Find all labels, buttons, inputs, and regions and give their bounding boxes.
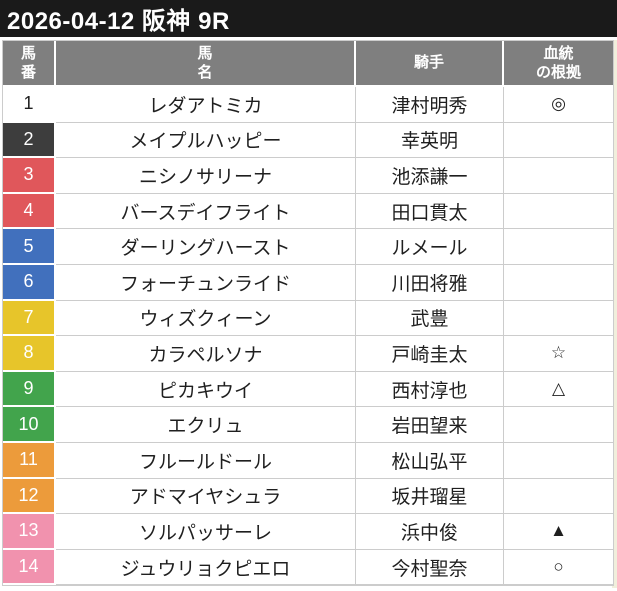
jockey-name: 松山弘平	[356, 442, 504, 479]
pedigree-mark	[504, 229, 613, 265]
header-cell-horse-number: 馬 番	[3, 41, 56, 87]
horse-name: レダアトミカ	[56, 87, 356, 123]
horse-number-badge: 14	[3, 549, 56, 586]
pedigree-mark	[504, 158, 613, 194]
horse-name: フォーチュンライド	[56, 264, 356, 301]
horse-name: ジュウリョクピエロ	[56, 549, 356, 586]
horse-name: バースデイフライト	[56, 193, 356, 230]
header-cell-pedigree-basis: 血統 の根拠	[504, 41, 613, 87]
horse-name: エクリュ	[56, 407, 356, 443]
page-title: 2026-04-12 阪神 9R	[7, 8, 230, 35]
header-cell-horse-name: 馬 名	[56, 41, 356, 87]
header-line: 馬	[197, 44, 213, 62]
header-line: 血統	[543, 44, 574, 62]
horse-number-badge: 8	[3, 336, 56, 372]
jockey-name: 池添謙一	[356, 158, 504, 194]
jockey-name: 津村明秀	[356, 87, 504, 123]
pedigree-mark	[504, 442, 613, 479]
horse-number-badge: 5	[3, 229, 56, 265]
horse-number-badge: 11	[3, 442, 56, 479]
pedigree-mark	[504, 122, 613, 159]
race-table: 馬 番 馬 名 騎手 血統 の根拠 1 レダアトミカ 津村明秀 ◎ 2 メイプル…	[2, 40, 614, 587]
horse-number-badge: 12	[3, 478, 56, 515]
jockey-name: 浜中俊	[356, 514, 504, 550]
header-line: 馬	[20, 44, 36, 62]
pedigree-mark	[504, 478, 613, 515]
horse-name: ソルパッサーレ	[56, 514, 356, 550]
horse-name: ニシノサリーナ	[56, 158, 356, 194]
horse-number-badge: 13	[3, 514, 56, 550]
pedigree-mark	[504, 193, 613, 230]
pedigree-mark: ○	[504, 549, 613, 586]
horse-number-badge: 4	[3, 193, 56, 230]
horse-name: ダーリングハースト	[56, 229, 356, 265]
horse-number-badge: 1	[3, 87, 56, 123]
header-line: 名	[197, 64, 213, 81]
page-edge-strip	[612, 40, 617, 588]
horse-number-badge: 2	[3, 122, 56, 159]
horse-name: メイプルハッピー	[56, 122, 356, 159]
pedigree-mark	[504, 264, 613, 301]
header-line: 騎手	[413, 54, 444, 72]
jockey-name: ルメール	[356, 229, 504, 265]
horse-name: ウィズクィーン	[56, 300, 356, 337]
jockey-name: 幸英明	[356, 122, 504, 159]
horse-number-badge: 7	[3, 300, 56, 337]
header-line: 番	[20, 64, 36, 81]
pedigree-mark: △	[504, 371, 613, 408]
horse-name: アドマイヤシュラ	[56, 478, 356, 515]
jockey-name: 岩田望来	[356, 407, 504, 443]
header-cell-jockey: 騎手	[356, 41, 504, 87]
horse-number-badge: 6	[3, 264, 56, 301]
pedigree-mark: ☆	[504, 336, 613, 372]
jockey-name: 戸崎圭太	[356, 336, 504, 372]
jockey-name: 坂井瑠星	[356, 478, 504, 515]
horse-number-badge: 10	[3, 407, 56, 443]
jockey-name: 田口貫太	[356, 193, 504, 230]
pedigree-mark: ▲	[504, 514, 613, 550]
pedigree-mark: ◎	[504, 87, 613, 123]
horse-name: カラペルソナ	[56, 336, 356, 372]
horse-name: ピカキウイ	[56, 371, 356, 408]
header-line: の根拠	[535, 64, 581, 81]
jockey-name: 武豊	[356, 300, 504, 337]
pedigree-mark	[504, 407, 613, 443]
jockey-name: 西村淳也	[356, 371, 504, 408]
title-bar: 2026-04-12 阪神 9R	[0, 0, 617, 37]
jockey-name: 今村聖奈	[356, 549, 504, 586]
horse-name: フルールドール	[56, 442, 356, 479]
pedigree-mark	[504, 300, 613, 337]
jockey-name: 川田将雅	[356, 264, 504, 301]
horse-number-badge: 9	[3, 371, 56, 408]
horse-number-badge: 3	[3, 158, 56, 194]
